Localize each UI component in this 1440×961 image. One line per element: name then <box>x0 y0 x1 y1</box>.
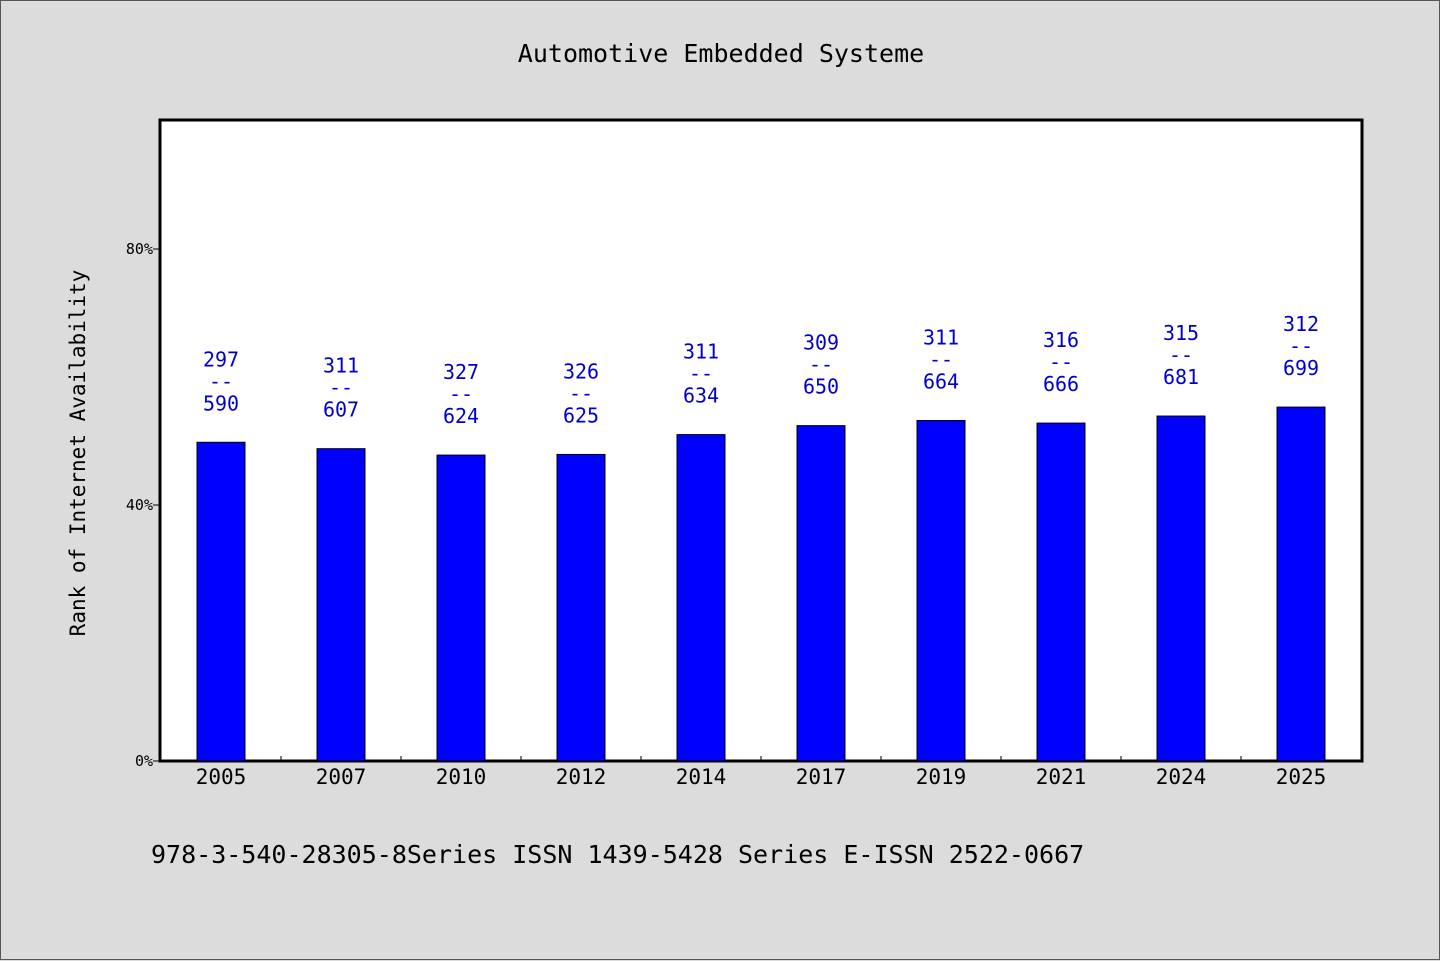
bar-labels-group: 297--590311--607327--624326--625311--634… <box>203 312 1319 428</box>
x-axis: 2005 2007 2010 2012 2014 2017 2019 2021 2024 2025 <box>196 756 1327 789</box>
bar-data-label: 666 <box>1043 372 1079 396</box>
bar-2007 <box>316 448 366 762</box>
bars-group <box>196 406 1326 762</box>
bar-data-label: 681 <box>1163 365 1199 389</box>
bar-data-label: -- <box>929 348 953 372</box>
x-tick-label: 2012 <box>556 765 607 789</box>
bar-data-label: -- <box>689 362 713 386</box>
x-tick-label: 2025 <box>1276 765 1327 789</box>
bar-2005 <box>196 441 246 762</box>
bar-data-label: 650 <box>803 375 839 399</box>
bar-data-label: -- <box>1049 350 1073 374</box>
bar-data-label: 699 <box>1283 356 1319 380</box>
bar-data-label: 634 <box>683 384 719 408</box>
bar-data-label: 326 <box>563 359 599 383</box>
bar-data-label: 607 <box>323 398 359 422</box>
bar-2019 <box>916 420 966 762</box>
bar-data-label: 625 <box>563 403 599 427</box>
bar-2014 <box>676 434 726 762</box>
x-tick-label: 2017 <box>796 765 847 789</box>
x-tick-label: 2005 <box>196 765 247 789</box>
bar-data-label: 315 <box>1163 321 1199 345</box>
bar-data-label: 311 <box>323 354 359 378</box>
y-axis-label: Rank of Internet Availability <box>66 270 90 637</box>
x-tick-label: 2014 <box>676 765 727 789</box>
bar-data-label: -- <box>569 381 593 405</box>
y-axis: 0% 40% 80% <box>126 240 161 770</box>
bar-data-label: 297 <box>203 347 239 371</box>
bar-2010 <box>436 454 486 762</box>
y-tick-label: 40% <box>126 496 153 514</box>
bar-data-label: -- <box>809 353 833 377</box>
bar-data-label: -- <box>1289 334 1313 358</box>
bar-data-label: 590 <box>203 391 239 415</box>
x-tick-label: 2007 <box>316 765 367 789</box>
x-tick-label: 2021 <box>1036 765 1087 789</box>
bar-data-label: -- <box>449 382 473 406</box>
bar-data-label: 316 <box>1043 328 1079 352</box>
bar-data-label: 624 <box>443 404 479 428</box>
bar-2025 <box>1276 406 1326 762</box>
chart-title: Automotive Embedded Systeme <box>518 39 924 68</box>
x-tick-label: 2010 <box>436 765 487 789</box>
y-tick-label: 80% <box>126 240 153 258</box>
x-tick-label: 2019 <box>916 765 967 789</box>
bar-2024 <box>1156 415 1206 762</box>
bar-data-label: 311 <box>923 326 959 350</box>
bar-data-label: 309 <box>803 331 839 355</box>
x-tick-label: 2024 <box>1156 765 1207 789</box>
bar-data-label: 311 <box>683 340 719 364</box>
bar-2021 <box>1036 422 1086 762</box>
bar-data-label: -- <box>209 369 233 393</box>
bar-data-label: -- <box>329 376 353 400</box>
bar-data-label: -- <box>1169 343 1193 367</box>
bar-data-label: 664 <box>923 370 959 394</box>
footer-isbn-text: 978-3-540-28305-8Series ISSN 1439-5428 S… <box>151 840 1084 869</box>
bar-data-label: 327 <box>443 360 479 384</box>
bar-data-label: 312 <box>1283 312 1319 336</box>
bar-2017 <box>796 425 846 762</box>
y-tick-label: 0% <box>135 752 153 770</box>
bar-2012 <box>556 453 606 762</box>
